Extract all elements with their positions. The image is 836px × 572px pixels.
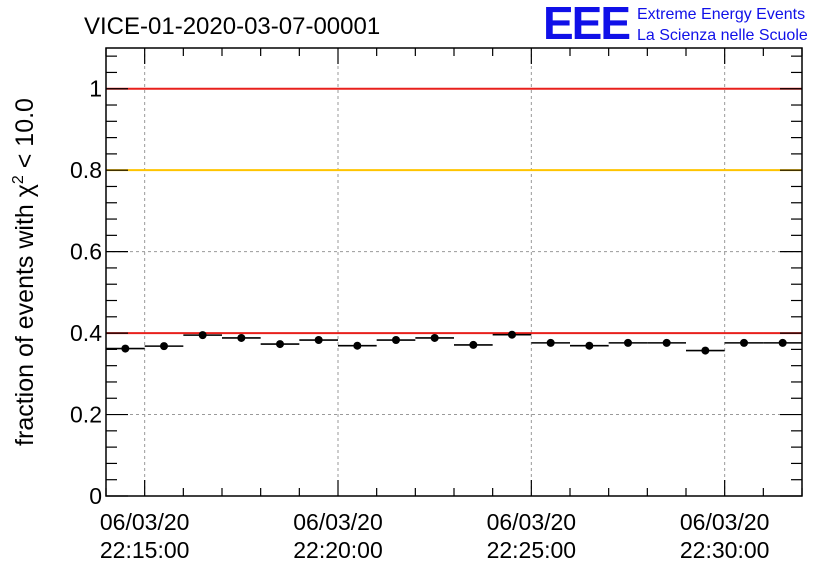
x-tick-label-date: 06/03/20 [487, 509, 577, 535]
y-axis-label-superscript: 2 [10, 175, 27, 184]
x-tick-label-date: 06/03/20 [293, 509, 383, 535]
data-point [237, 333, 246, 342]
data-point [160, 342, 168, 351]
data-point [430, 333, 439, 342]
chart-title: VICE-01-2020-03-07-00001 [84, 13, 380, 40]
y-tick-label: 0.8 [70, 157, 102, 183]
y-axis-label-prefix: fraction of events with [11, 197, 39, 446]
data-point [701, 346, 710, 355]
eee-logo-line2: La Scienza nelle Scuole [637, 27, 808, 44]
y-axis-label: fraction of events with χ2 < 10.0 [10, 98, 39, 446]
data-point [198, 331, 207, 340]
y-tick-label: 0 [89, 483, 102, 509]
data-point [276, 340, 284, 349]
x-tick-label-time: 22:15:00 [100, 537, 190, 563]
data-point [121, 344, 130, 353]
eee-logo-mark: EEE [543, 0, 629, 49]
grid-lines [106, 48, 802, 496]
y-axis-label-suffix: < 10.0 [11, 98, 39, 175]
data-point [778, 338, 787, 347]
y-axis: 0 0.2 0.4 0.6 0.8 1 [70, 55, 802, 509]
y-tick-label: 0.4 [70, 320, 102, 346]
data-series [106, 330, 802, 355]
x-tick-label-date: 06/03/20 [100, 509, 190, 535]
eee-logo-line1: Extreme Energy Events [637, 6, 805, 23]
y-tick-label: 0.2 [70, 402, 102, 428]
reference-lines [106, 87, 802, 335]
x-tick-label-time: 22:30:00 [680, 537, 770, 563]
data-point [585, 341, 594, 350]
y-tick-label: 0.6 [70, 239, 102, 265]
data-point [508, 330, 516, 339]
data-point [314, 336, 323, 345]
y-tick-label: 1 [89, 76, 102, 102]
x-axis: 06/03/2022:15:0006/03/2022:20:0006/03/20… [100, 48, 803, 563]
data-point [546, 338, 555, 347]
y-axis-label-symbol: χ [11, 184, 39, 197]
eee-logo: EEE Extreme Energy Events La Scienza nel… [543, 0, 808, 49]
data-point [469, 340, 478, 349]
data-point [353, 341, 362, 350]
data-point [392, 336, 400, 345]
data-point [662, 338, 671, 347]
data-point [624, 338, 632, 347]
x-tick-label-date: 06/03/20 [680, 509, 770, 535]
plot-frame [105, 47, 803, 497]
data-point [740, 338, 748, 347]
x-tick-label-time: 22:25:00 [487, 537, 577, 563]
x-tick-label-time: 22:20:00 [293, 537, 383, 563]
